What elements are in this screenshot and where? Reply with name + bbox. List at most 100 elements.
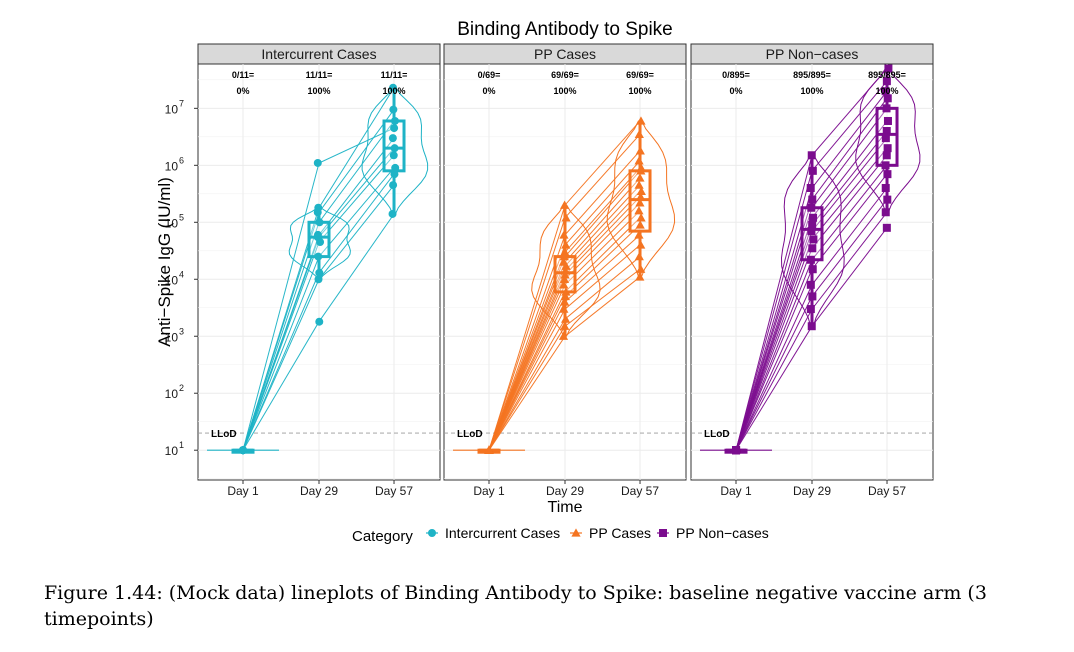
response-rate-label: 0% <box>730 86 743 96</box>
data-point <box>634 180 644 189</box>
data-point <box>560 297 570 306</box>
data-point <box>560 270 570 279</box>
response-rate-label: 895/895= <box>868 70 906 80</box>
data-point <box>808 166 817 175</box>
data-point <box>314 252 323 261</box>
data-point <box>732 446 741 455</box>
lloq-label: LLoD <box>704 429 730 440</box>
facet-strip-label: PP Cases <box>534 46 596 62</box>
data-point <box>239 446 248 455</box>
data-point <box>808 220 817 229</box>
data-point <box>635 146 645 155</box>
data-point <box>636 240 646 249</box>
data-point <box>883 94 892 103</box>
y-tick-exponent: 6 <box>179 155 184 165</box>
legend: Category Intercurrent Cases PP Cases PP No… <box>352 525 769 545</box>
data-point <box>390 116 399 125</box>
data-point <box>808 244 817 253</box>
response-rate-label: 69/69= <box>551 70 579 80</box>
x-tick-label: Day 57 <box>868 484 906 498</box>
panel-3: PP Non−cases LLoD 0/895= 0% 895/895= 100% 895/… <box>690 43 934 498</box>
data-point <box>560 247 570 256</box>
x-tick-label: Day 57 <box>621 484 659 498</box>
data-point <box>636 213 646 222</box>
data-point <box>807 151 816 160</box>
response-rate-label: 11/11= <box>306 70 333 80</box>
legend-key-marker <box>571 528 581 537</box>
response-rate-label: 100% <box>629 86 652 96</box>
data-point <box>560 266 571 275</box>
panel-2: PP Cases LLoD 0/69= 0% 69/69= 100% 69/69= 100% D… <box>443 43 687 498</box>
legend-key-marker <box>428 529 436 537</box>
data-point <box>390 144 399 153</box>
data-point <box>636 116 646 125</box>
lloq-label: LLoD <box>457 429 483 440</box>
data-point <box>883 195 892 204</box>
data-point <box>634 156 644 165</box>
data-point <box>883 170 892 179</box>
y-tick-exponent: 2 <box>179 383 184 393</box>
data-point <box>561 213 571 222</box>
data-point <box>884 64 893 73</box>
y-tick-label: 10 <box>165 444 179 458</box>
response-rate-label: 100% <box>307 86 330 96</box>
data-point <box>560 291 570 301</box>
data-point <box>807 322 816 331</box>
response-rate-label: 895/895= <box>793 70 831 80</box>
data-point <box>561 287 571 296</box>
data-point <box>806 280 815 289</box>
data-point <box>807 227 816 236</box>
data-point <box>389 181 398 190</box>
data-point <box>559 280 569 289</box>
data-point <box>881 134 890 143</box>
y-tick-exponent: 3 <box>179 326 184 336</box>
data-point <box>560 200 570 209</box>
y-tick-label: 10 <box>165 102 179 116</box>
data-point <box>883 144 892 153</box>
response-rate-label: 0/895= <box>722 70 750 80</box>
x-tick-label: Day 29 <box>546 484 584 498</box>
data-point <box>388 209 397 218</box>
y-tick-label: 10 <box>165 159 179 173</box>
data-point <box>390 124 399 133</box>
legend-title: Category <box>352 528 413 545</box>
response-rate-label: 100% <box>876 86 899 96</box>
x-tick-label: Day 1 <box>473 484 505 498</box>
response-rate-label: 11/11= <box>381 70 408 80</box>
legend-entry-label: Intercurrent Cases <box>445 525 560 541</box>
response-rate-label: 69/69= <box>626 70 654 80</box>
data-point <box>882 223 891 232</box>
data-point <box>634 129 644 138</box>
data-point <box>635 220 645 229</box>
data-point <box>635 272 645 281</box>
y-tick-exponent: 4 <box>179 269 184 279</box>
x-tick-label: Day 57 <box>375 484 413 498</box>
data-point <box>388 134 397 143</box>
response-rate-label: 0% <box>237 86 250 96</box>
data-point <box>561 314 571 323</box>
data-point <box>881 183 890 192</box>
data-point <box>560 321 570 330</box>
response-rate-label: 100% <box>383 86 406 96</box>
data-point <box>806 183 815 192</box>
data-point <box>634 206 644 215</box>
data-point <box>315 268 324 277</box>
y-axis-label: Anti−Spike IgG (IU/ml) <box>155 177 174 347</box>
x-axis-label: Time <box>548 499 583 516</box>
data-point <box>809 213 818 222</box>
data-point <box>807 203 816 212</box>
data-point <box>559 274 570 283</box>
data-point <box>882 127 891 136</box>
data-point <box>806 255 815 264</box>
figure-caption: Figure 1.44: (Mock data) lineplots of Bi… <box>44 582 987 630</box>
response-rate-label: 100% <box>553 86 576 96</box>
data-point <box>559 304 569 313</box>
lloq-label: LLoD <box>211 429 237 440</box>
legend-entry-label: PP Cases <box>589 525 651 541</box>
data-point <box>389 83 398 92</box>
data-point <box>636 192 646 201</box>
data-point <box>561 240 571 249</box>
x-tick-label: Day 1 <box>227 484 259 498</box>
x-tick-label: Day 29 <box>793 484 831 498</box>
data-point <box>635 198 645 207</box>
